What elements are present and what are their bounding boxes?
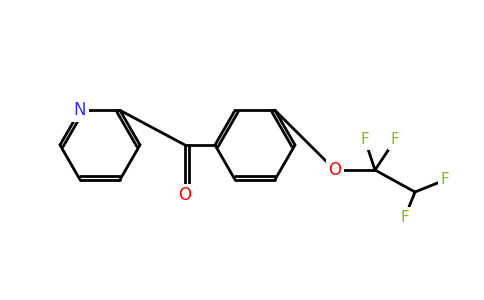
Text: O: O <box>329 161 342 179</box>
Text: F: F <box>361 133 369 148</box>
Text: F: F <box>440 172 449 188</box>
Text: F: F <box>391 133 399 148</box>
Text: F: F <box>401 209 409 224</box>
Text: O: O <box>179 186 192 204</box>
Text: N: N <box>74 101 86 119</box>
